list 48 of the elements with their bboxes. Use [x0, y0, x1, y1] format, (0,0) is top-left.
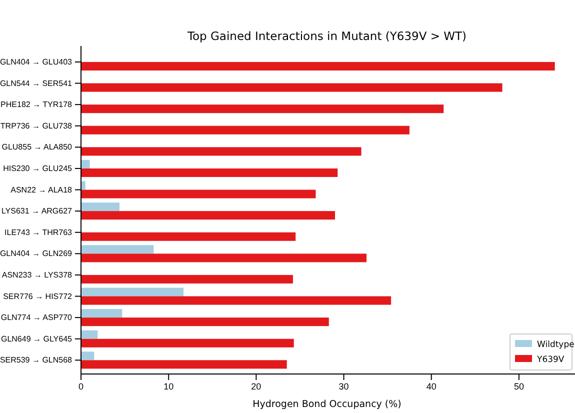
- x-tick-label: 40: [426, 381, 436, 392]
- y-tick-label: LYS631 → ARG627: [1, 206, 73, 216]
- x-tick-label: 20: [251, 381, 262, 392]
- bar: [81, 211, 336, 220]
- bar: [81, 202, 120, 212]
- bar: [81, 318, 329, 326]
- x-axis-title: Hydrogen Bond Occupancy (%): [252, 399, 402, 410]
- y-tick-label: GLN544 → SER541: [0, 78, 73, 88]
- x-tick-label: 0: [78, 381, 84, 392]
- bar: [81, 360, 287, 369]
- y-tick-label: GLN404 → GLN269: [0, 249, 73, 258]
- y-tick-label: GLN649 → GLY645: [0, 334, 73, 344]
- bar: [81, 147, 362, 156]
- y-tick-label: TRP736 → GLU738: [0, 121, 73, 130]
- bar: [81, 190, 316, 198]
- bar: [81, 245, 154, 254]
- bar: [81, 181, 86, 190]
- bar: [81, 160, 90, 168]
- bar: [81, 309, 122, 318]
- bar: [81, 126, 410, 134]
- bar: [81, 288, 184, 296]
- bar: [81, 296, 392, 305]
- bar: [81, 330, 98, 339]
- bar: [81, 232, 296, 241]
- x-tick-label: 10: [164, 381, 174, 392]
- chart-title: Top Gained Interactions in Mutant (Y639V > WT): [186, 29, 467, 43]
- y-tick-label: GLU855 → ALA850: [2, 142, 73, 152]
- bar: [81, 274, 293, 284]
- bar: [81, 338, 294, 348]
- y-tick-label: GLN404 → GLU403: [0, 58, 73, 67]
- legend-label: Y639V: [536, 355, 564, 365]
- y-tick-label: SER776 → HIS772: [3, 292, 73, 301]
- bar: [81, 62, 555, 70]
- y-tick-label: ASN233 → LYS378: [2, 270, 73, 280]
- x-tick-label: 30: [338, 381, 349, 392]
- y-tick-label: SER539 → GLN568: [0, 356, 73, 365]
- x-tick-label: 50: [514, 381, 524, 392]
- bar: [81, 104, 444, 114]
- bar: [81, 83, 502, 92]
- bar: [81, 352, 94, 360]
- y-tick-label: HIS230 → GLU245: [3, 164, 73, 174]
- bar: [81, 254, 367, 262]
- y-tick-label: ILE743 → THR763: [4, 228, 73, 237]
- y-tick-label: PHE182 → TYR178: [0, 100, 73, 110]
- y-tick-label: ASN22 → ALA18: [10, 185, 73, 194]
- y-tick-label: GLN774 → ASP770: [0, 313, 73, 322]
- bar: [81, 168, 338, 177]
- legend-label: Wildtype: [537, 340, 574, 350]
